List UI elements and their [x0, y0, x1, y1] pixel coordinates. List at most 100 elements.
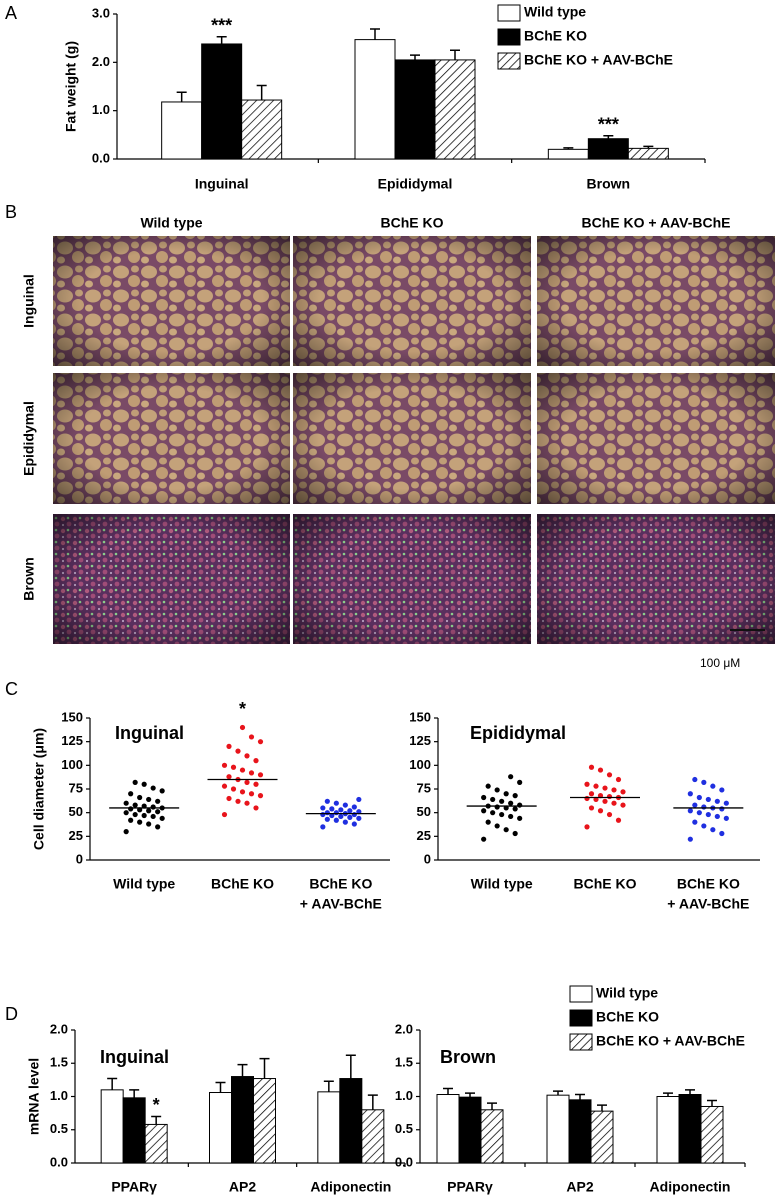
data-point [705, 811, 711, 818]
y-tick-label: 150 [61, 709, 83, 724]
data-point [253, 781, 259, 787]
data-point [248, 770, 255, 776]
error-bar [410, 54, 420, 60]
data-point [606, 811, 613, 818]
data-point [146, 808, 152, 814]
legend-label: BChE KO + AAV-BChE [524, 52, 673, 68]
data-point [356, 796, 362, 803]
y-tick-label: 100 [409, 757, 431, 772]
data-point [714, 798, 720, 804]
micrograph-vignette [537, 514, 775, 644]
y-tick-label: 0.0 [50, 1154, 68, 1169]
data-point [710, 827, 716, 833]
error-bar [107, 1077, 118, 1090]
bar [546, 1094, 570, 1164]
x-tick-label: Adiponectin [310, 1179, 391, 1195]
data-point [333, 817, 339, 823]
chart-title: Inguinal [115, 723, 184, 743]
y-tick-label: 150 [409, 709, 431, 724]
error-bar [663, 1092, 673, 1097]
data-point [221, 783, 228, 789]
data-point [692, 776, 698, 783]
data-point [692, 819, 698, 825]
bar [231, 1076, 254, 1164]
y-tick-label: 100 [61, 757, 83, 772]
bar [627, 147, 669, 160]
error-bar [367, 1094, 378, 1110]
error-bar [370, 28, 380, 40]
legend-swatch [497, 52, 521, 70]
bar [122, 1097, 146, 1164]
bar [241, 99, 283, 160]
legend-label: Wild type [596, 985, 658, 1001]
data-point [723, 800, 729, 806]
error-bar [465, 1092, 475, 1098]
micrograph-vignette [53, 514, 290, 644]
micrograph-vignette [293, 514, 531, 644]
data-point [320, 811, 326, 818]
error-bar [345, 1054, 356, 1079]
error-bar [443, 1087, 453, 1095]
x-tick-label: BChE KO [677, 876, 740, 892]
data-point [705, 796, 711, 803]
data-point [508, 800, 514, 806]
data-point [128, 806, 134, 812]
data-point [490, 810, 496, 816]
data-point [244, 779, 250, 785]
error-bar [237, 1063, 248, 1077]
x-tick-label: AP2 [566, 1179, 593, 1195]
y-tick-label: 25 [417, 828, 431, 843]
legend-label: BChE KO [596, 1009, 659, 1025]
data-point [602, 785, 608, 791]
column-header: BChE KO [381, 215, 444, 231]
data-point [155, 798, 161, 804]
data-point [329, 806, 335, 812]
data-point [257, 739, 264, 745]
data-point [701, 804, 707, 810]
data-point [159, 815, 165, 821]
data-point [584, 824, 590, 830]
y-tick-label: 1.0 [50, 1088, 68, 1103]
panel-label: C [5, 679, 18, 699]
data-point [351, 821, 357, 827]
data-point [602, 798, 608, 804]
y-tick-label: 75 [417, 780, 431, 795]
significance: *** [598, 115, 619, 135]
panel-label: A [5, 3, 17, 23]
bar [547, 148, 589, 160]
error-bar [685, 1089, 695, 1095]
bar [568, 1099, 592, 1164]
y-tick-label: 50 [69, 804, 83, 819]
x-tick-label: Inguinal [195, 176, 249, 192]
data-point [719, 806, 725, 812]
data-point [494, 787, 500, 793]
data-point [226, 795, 232, 802]
data-point [132, 779, 138, 785]
error-bar [450, 49, 460, 60]
data-point [128, 791, 134, 797]
data-point [226, 774, 232, 780]
data-point [485, 783, 491, 789]
data-point [701, 823, 707, 829]
panel-label: D [5, 1004, 18, 1024]
data-point [244, 753, 250, 759]
data-point [620, 802, 626, 808]
data-point [687, 791, 693, 797]
data-point [230, 764, 237, 770]
y-tick-label: 50 [417, 804, 431, 819]
data-point [146, 796, 152, 803]
data-point [248, 734, 255, 740]
x-tick-label: BChE KO [211, 876, 274, 892]
bar [480, 1109, 504, 1164]
legend-swatch [497, 28, 521, 46]
error-bar [487, 1102, 497, 1110]
y-tick-label: 125 [409, 733, 431, 748]
data-point [593, 783, 599, 789]
data-point [696, 810, 702, 816]
data-point [338, 807, 344, 813]
y-tick-label: 1.0 [395, 1088, 413, 1103]
data-point [257, 793, 264, 799]
y-tick-label: 0.5 [395, 1121, 413, 1136]
data-point [221, 762, 228, 768]
significance: * [239, 699, 246, 719]
